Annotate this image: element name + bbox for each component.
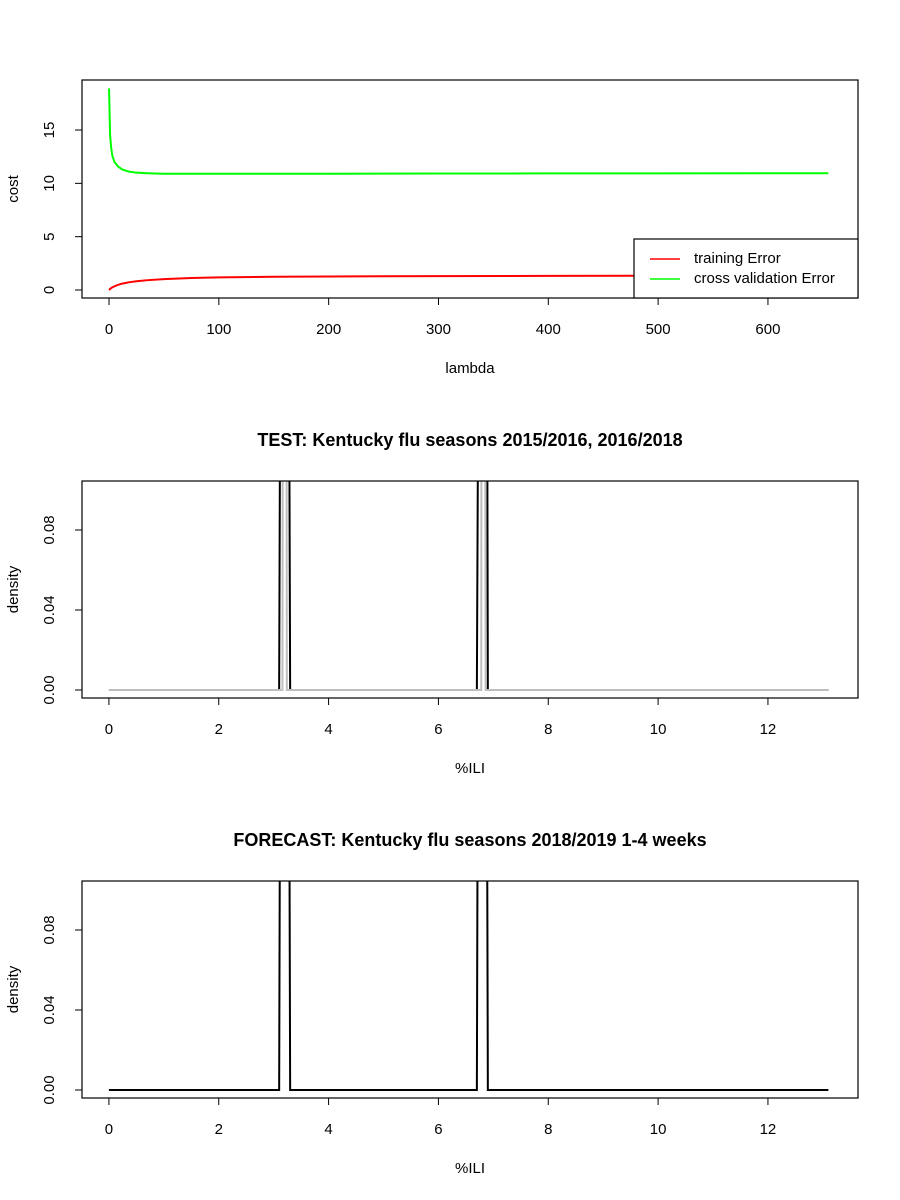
chart-title: TEST: Kentucky flu seasons 2015/2016, 20… [257,430,682,450]
plot-box [81,480,859,699]
chart-title: FORECAST: Kentucky flu seasons 2018/2019… [233,830,706,850]
x-tick-label: 0 [105,721,113,738]
x-tick-label: 2 [215,721,223,738]
x-tick-label: 10 [650,721,667,738]
y-tick-label: 0.00 [41,1075,58,1104]
x-tick-label: 6 [434,721,442,738]
y-axis-label: density [5,965,22,1013]
x-tick-label: 4 [324,1121,332,1138]
y-tick-label: 10 [41,175,58,192]
legend-label: training Error [694,250,781,267]
legend-box [633,238,859,299]
x-tick-label: 4 [324,721,332,738]
x-axis-label: lambda [445,360,495,377]
y-axis-label: cost [5,174,22,202]
y-tick-label: 15 [41,122,58,139]
y-tick-label: 0.00 [41,675,58,704]
y-tick-label: 0 [41,286,58,294]
plot-box [81,79,859,299]
x-tick-label: 0 [105,321,113,338]
x-tick-label: 600 [755,321,780,338]
x-tick-label: 10 [650,1121,667,1138]
y-tick-label: 5 [41,233,58,241]
x-tick-label: 300 [426,321,451,338]
x-tick-label: 12 [760,1121,777,1138]
data-line [108,481,829,691]
x-tick-label: 100 [206,321,231,338]
x-tick-label: 200 [316,321,341,338]
plot-area [108,881,829,1091]
x-tick-label: 6 [434,1121,442,1138]
x-tick-label: 2 [215,1121,223,1138]
x-tick-label: 500 [646,321,671,338]
x-axis-label: %ILI [455,760,485,777]
x-tick-label: 8 [544,1121,552,1138]
plot-area [108,481,829,691]
y-axis-label: density [5,565,22,613]
x-tick-label: 8 [544,721,552,738]
x-tick-label: 12 [760,721,777,738]
x-tick-label: 400 [536,321,561,338]
legend-label: cross validation Error [694,270,835,287]
plot-area [108,88,829,291]
data-line [108,881,829,1091]
x-tick-label: 0 [105,1121,113,1138]
y-tick-label: 0.08 [41,515,58,544]
plot-box [81,880,859,1099]
y-tick-label: 0.04 [41,995,58,1024]
data-line [108,88,829,175]
y-tick-label: 0.08 [41,915,58,944]
x-axis-label: %ILI [455,1160,485,1177]
data-line [108,274,829,291]
y-tick-label: 0.04 [41,595,58,624]
data-line [108,481,829,691]
